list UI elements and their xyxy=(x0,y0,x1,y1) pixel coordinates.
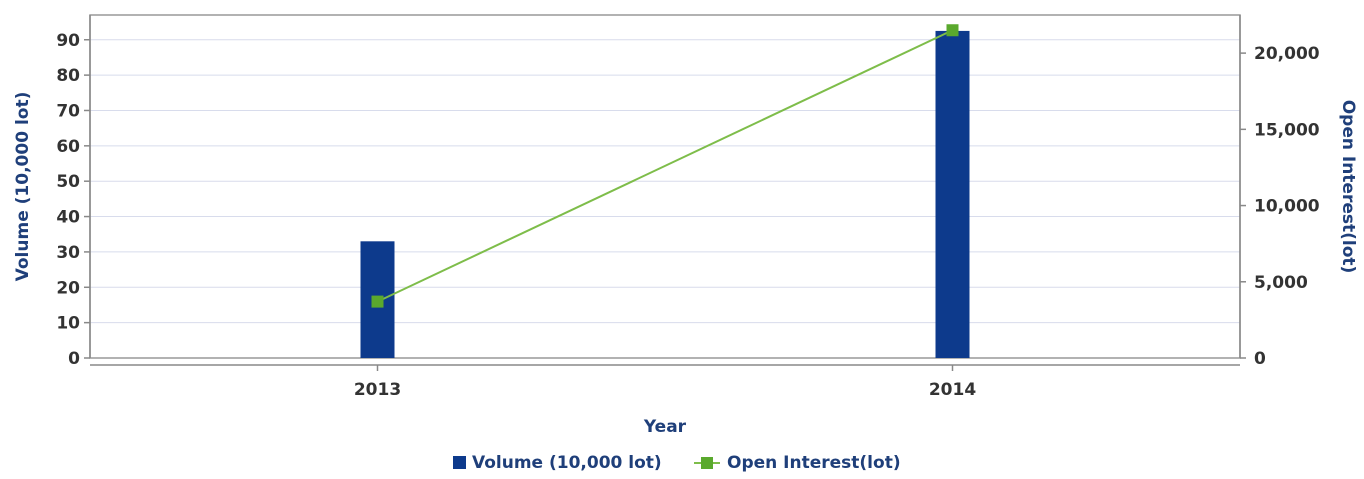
left-tick-label: 0 xyxy=(68,349,80,369)
left-tick-label: 40 xyxy=(56,208,80,228)
right-tick-label: 15,000 xyxy=(1254,120,1320,140)
left-tick-label: 60 xyxy=(56,137,80,157)
open-interest-point xyxy=(371,295,384,308)
left-tick-label: 10 xyxy=(56,314,80,334)
right-axis-title: Open Interest(lot) xyxy=(1338,100,1358,274)
axis-labels: 0 10 20 30 40 50 60 70 80 90 0 5,000 10,000 15,000 20,… xyxy=(13,31,1358,437)
left-tick-label: 90 xyxy=(56,31,80,51)
legend-volume-label: Volume (10,000 lot) xyxy=(472,453,662,473)
right-tick-label: 10,000 xyxy=(1254,197,1320,217)
legend-volume-swatch xyxy=(453,456,466,469)
open-interest-line xyxy=(377,29,953,303)
volume-bar xyxy=(935,30,970,358)
left-tick-label: 20 xyxy=(56,278,80,298)
left-tick-label: 70 xyxy=(56,101,80,121)
right-tick-label: 20,000 xyxy=(1254,44,1320,64)
plot-area-frame xyxy=(89,14,1241,359)
grid-lines xyxy=(90,39,1240,359)
left-tick-label: 30 xyxy=(56,243,80,263)
axes xyxy=(84,15,1246,371)
open-interest-point xyxy=(946,24,959,37)
legend: Volume (10,000 lot) Open Interest(lot) xyxy=(453,453,901,473)
legend-open-interest-marker xyxy=(701,457,713,469)
x-tick-label: 2014 xyxy=(929,380,976,400)
legend-open-interest-label: Open Interest(lot) xyxy=(727,453,901,473)
right-tick-label: 0 xyxy=(1254,349,1266,369)
open-interest-line-group xyxy=(371,24,959,308)
x-tick-label: 2013 xyxy=(354,380,401,400)
left-tick-label: 50 xyxy=(56,172,80,192)
left-tick-label: 80 xyxy=(56,66,80,86)
x-axis-title: Year xyxy=(643,417,687,437)
right-tick-label: 5,000 xyxy=(1254,273,1308,293)
left-axis-title: Volume (10,000 lot) xyxy=(13,92,33,282)
volume-bars xyxy=(360,30,970,358)
